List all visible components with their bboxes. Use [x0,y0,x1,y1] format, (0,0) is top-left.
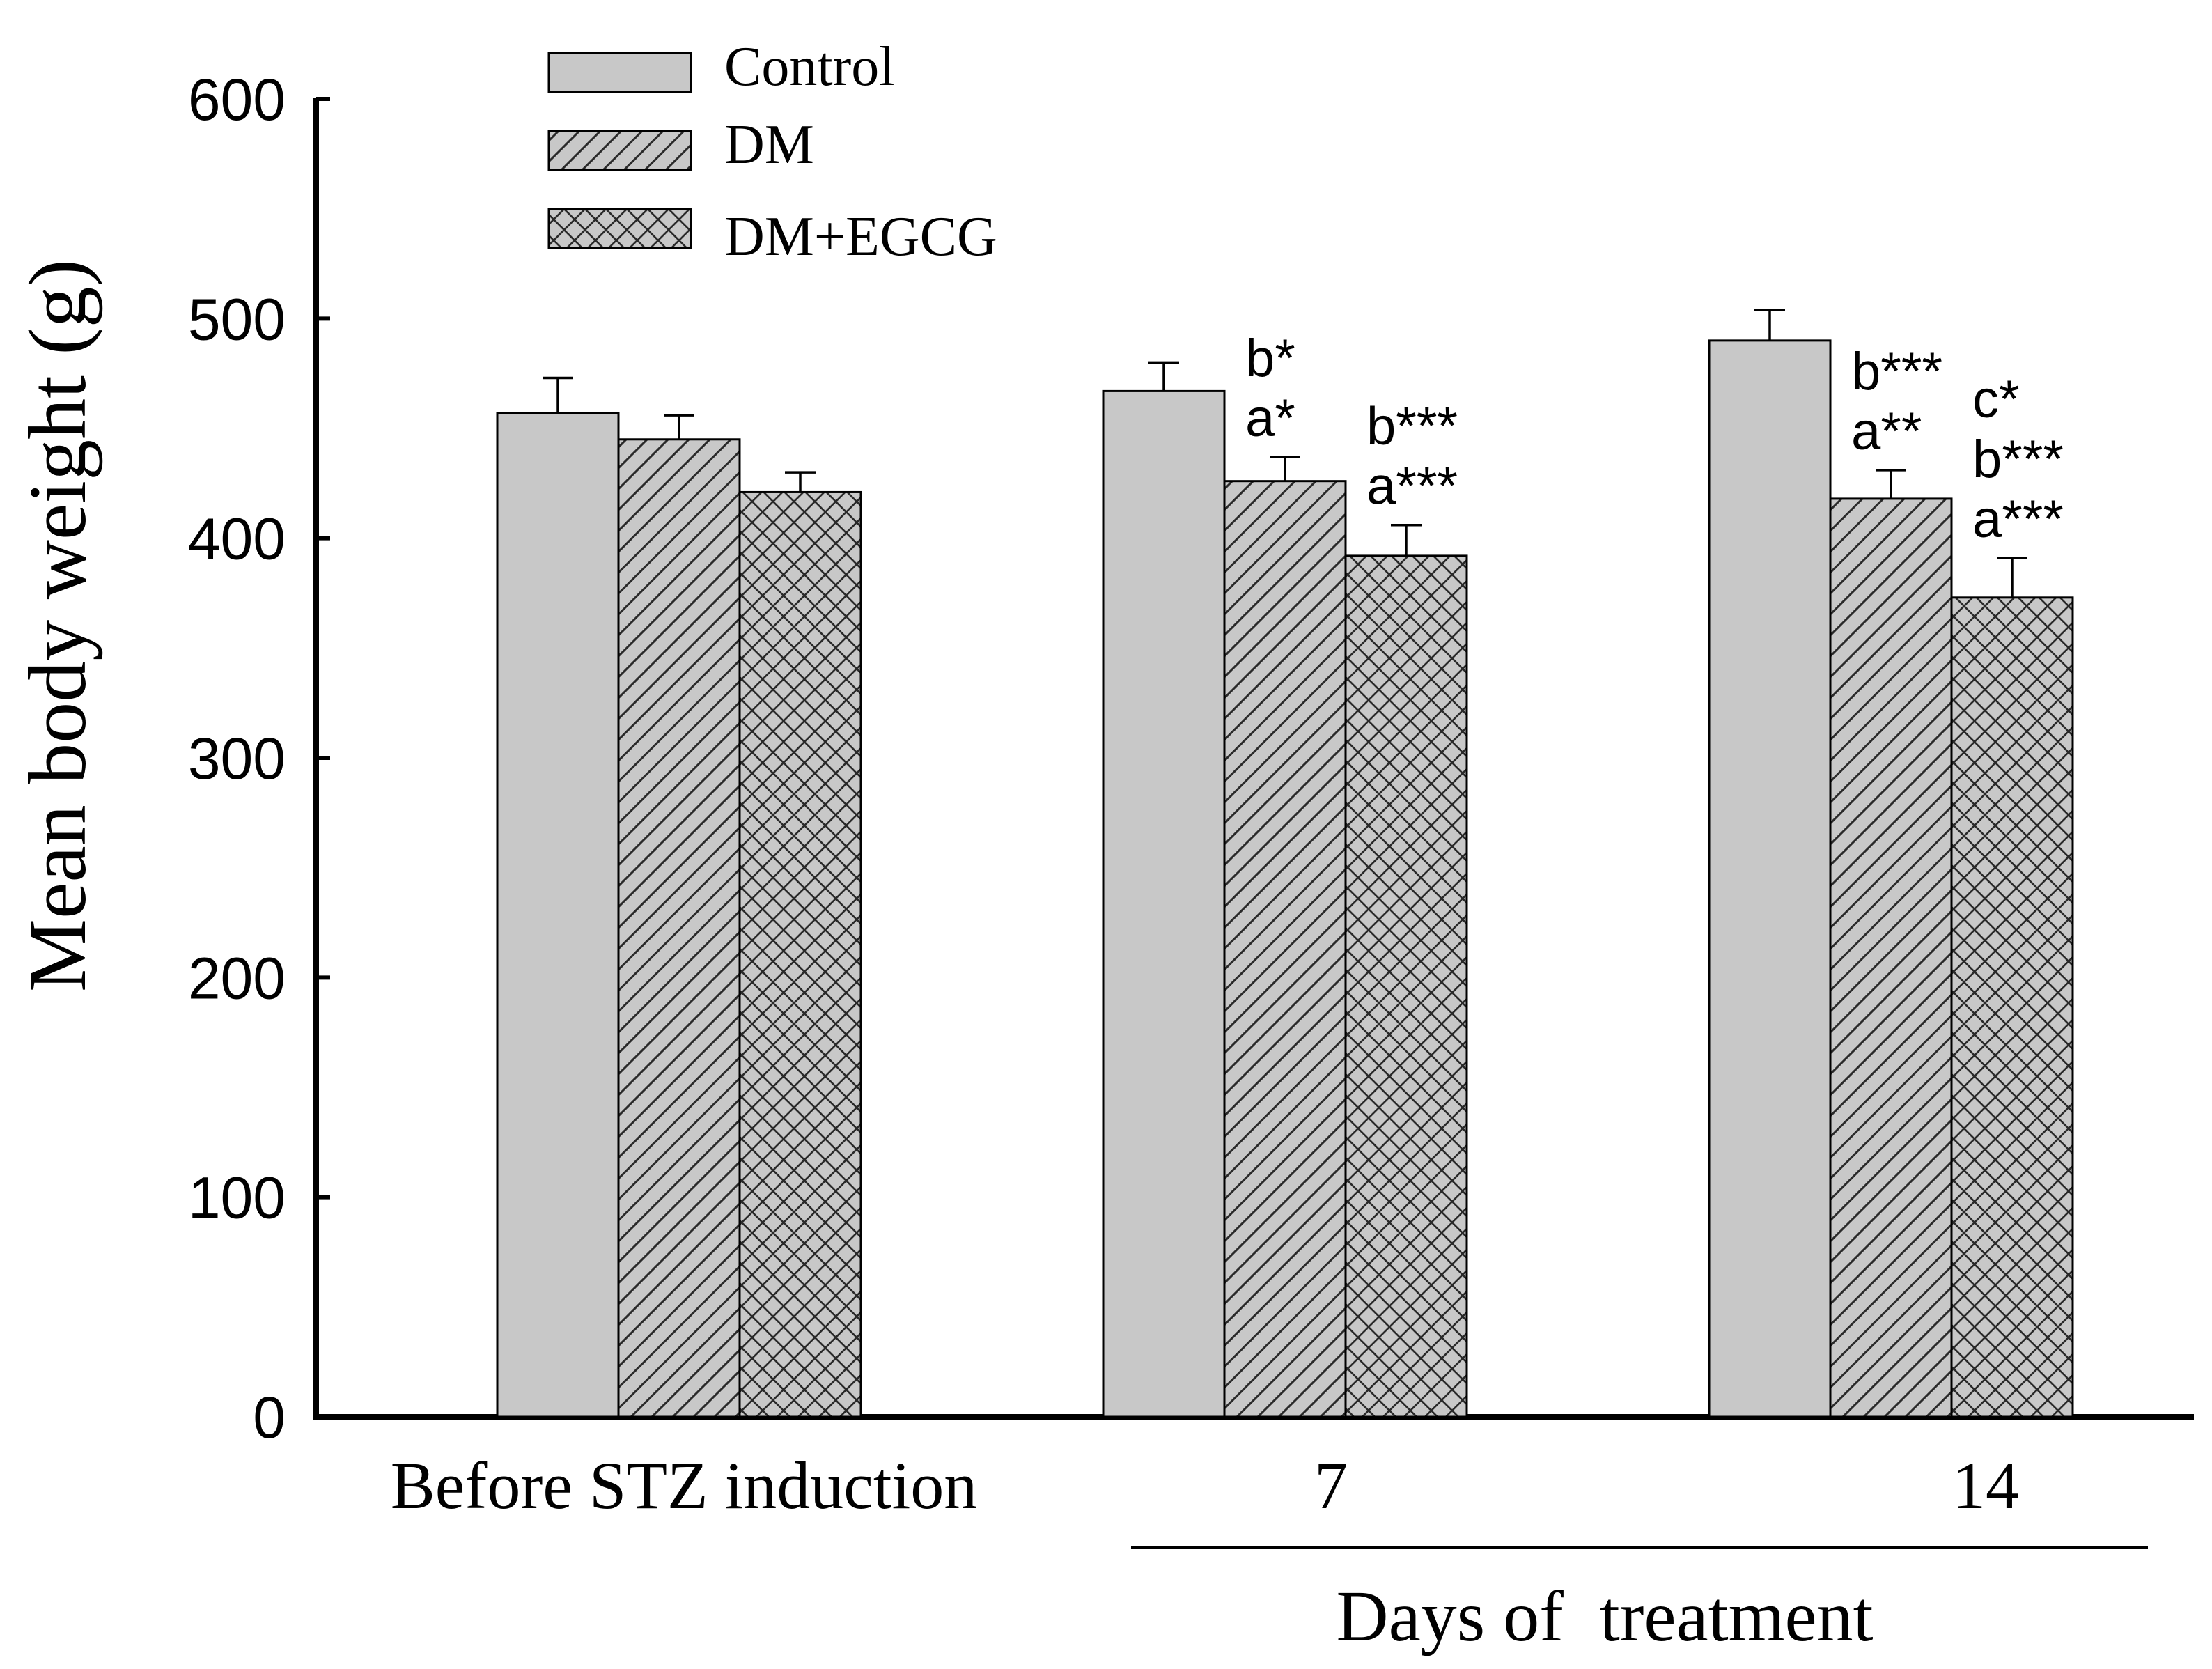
legend-swatch-control [547,52,692,93]
y-tick-label-0: 0 [253,1385,286,1450]
bar-control-day-14 [1708,339,1832,1418]
bar-control-before-stz [496,412,620,1418]
y-tick-label-100: 100 [188,1165,286,1231]
significance-label-dm-day-7-1: a* [1245,389,1295,448]
y-tick-label-400: 400 [188,506,286,572]
legend-label-control: Control [724,36,894,98]
significance-label-dm-egcg-day-7-1: a*** [1366,457,1458,516]
significance-label-dm-egcg-day-14-1: b*** [1972,430,2064,489]
y-ticks: 0 100 200 300 400 500 600 [188,67,330,1450]
significance-label-dm-egcg-day-14-2: a*** [1972,490,2064,549]
bar-dm-egcg-before-stz [738,490,862,1418]
x-axis-title: Days of treatment [1336,1576,1873,1656]
legend-label-dm-egcg: DM+EGCG [724,206,997,267]
significance-label-dm-day-14-0: b*** [1851,342,1942,401]
legend-swatch-dm [547,130,692,171]
x-tick-label-day-7: 7 [1314,1448,1348,1523]
y-tick-label-600: 600 [188,67,286,132]
significance-label-dm-day-7-0: b* [1245,329,1295,388]
bar-dm-day-7 [1223,480,1347,1418]
bar-control-day-7 [1102,389,1226,1418]
x-tick-label-day-14: 14 [1952,1448,2019,1523]
legend-label-dm: DM [724,114,814,176]
bar-dm-egcg-day-14 [1950,596,2074,1418]
significance-label-dm-egcg-day-14-0: c* [1972,370,2020,429]
y-tick-label-200: 200 [188,945,286,1011]
y-tick-label-300: 300 [188,726,286,791]
legend: Control DM DM+EGCG [547,36,997,267]
y-axis-title: Mean body weight (g) [12,259,103,992]
significance-label-dm-day-14-1: a** [1851,402,1922,461]
bar-dm-day-14 [1829,497,1953,1418]
x-tick-label-before-stz: Before STZ induction [391,1448,977,1523]
legend-swatch-dm-egcg [547,208,692,249]
bar-dm-before-stz [617,438,741,1418]
bars: b*a*b***a**b***a***c*b***a*** [496,308,2074,1418]
significance-label-dm-egcg-day-7-0: b*** [1366,397,1458,456]
bar-dm-egcg-day-7 [1344,554,1468,1418]
y-tick-label-500: 500 [188,286,286,352]
